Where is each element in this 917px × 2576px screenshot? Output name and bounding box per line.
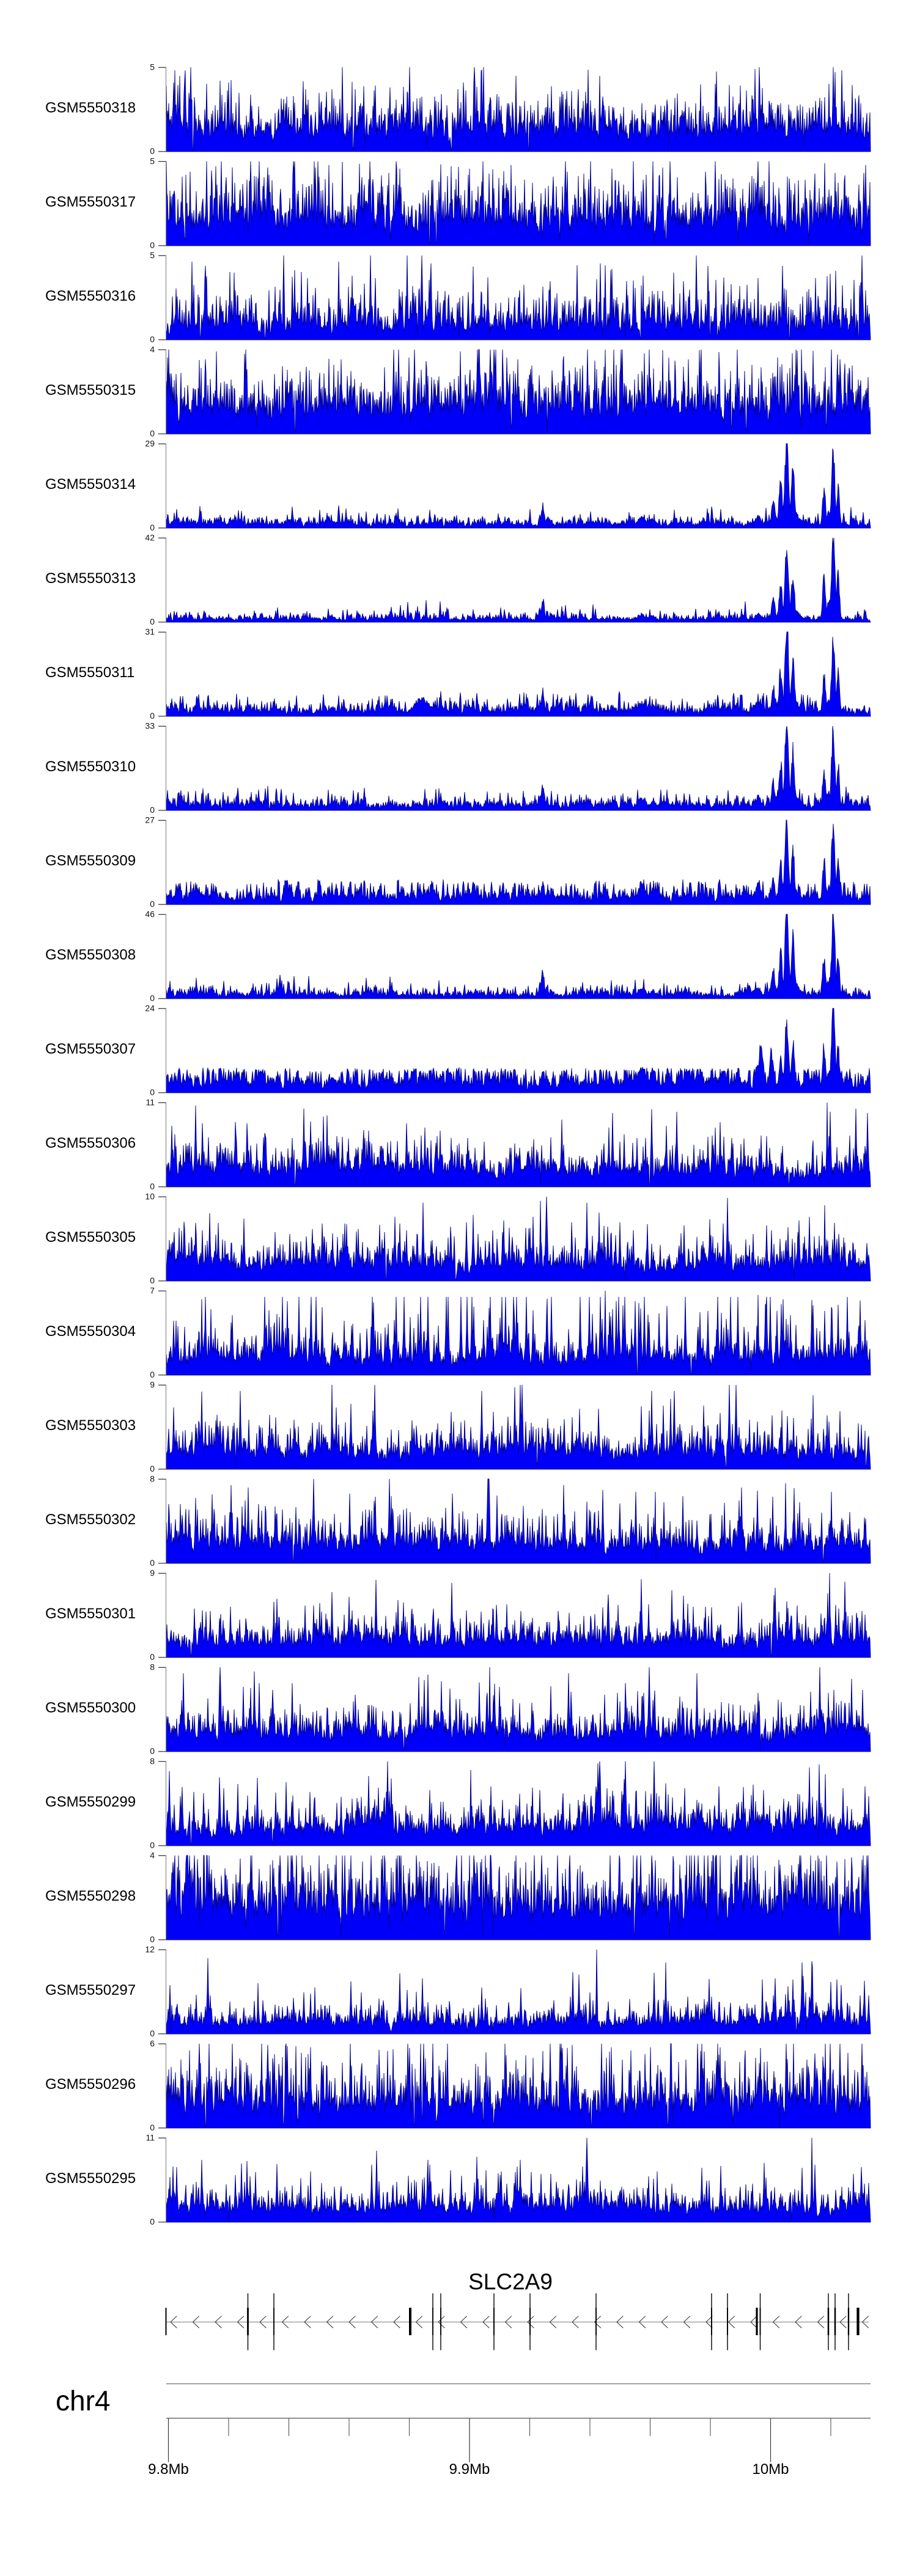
svg-text:0: 0 (150, 1275, 155, 1285)
svg-text:0: 0 (150, 805, 155, 815)
svg-text:0: 0 (150, 1370, 155, 1379)
svg-text:0: 0 (150, 993, 155, 1003)
svg-text:0: 0 (150, 1464, 155, 1473)
svg-text:46: 46 (145, 909, 155, 919)
svg-text:0: 0 (150, 899, 155, 909)
svg-text:8: 8 (150, 1756, 155, 1766)
svg-text:GSM5550298: GSM5550298 (45, 1888, 136, 1904)
svg-text:GSM5550316: GSM5550316 (45, 288, 136, 304)
svg-text:0: 0 (150, 334, 155, 344)
svg-text:10: 10 (145, 1191, 155, 1201)
svg-text:5: 5 (150, 62, 155, 72)
svg-text:0: 0 (150, 2028, 155, 2038)
svg-text:GSM5550303: GSM5550303 (45, 1417, 136, 1434)
svg-text:8: 8 (150, 1662, 155, 1671)
svg-text:GSM5550308: GSM5550308 (45, 947, 136, 963)
svg-text:0: 0 (150, 428, 155, 438)
svg-text:31: 31 (145, 626, 155, 636)
svg-text:0: 0 (150, 1746, 155, 1756)
svg-text:9: 9 (150, 1379, 155, 1389)
svg-text:SLC2A9: SLC2A9 (468, 2269, 553, 2294)
svg-text:GSM5550311: GSM5550311 (45, 664, 134, 681)
svg-text:6: 6 (150, 2038, 155, 2048)
svg-text:0: 0 (150, 2217, 155, 2226)
svg-text:0: 0 (150, 1934, 155, 1944)
svg-text:GSM5550314: GSM5550314 (45, 476, 136, 493)
svg-text:27: 27 (145, 815, 155, 824)
svg-text:0: 0 (150, 1087, 155, 1097)
svg-text:9: 9 (150, 1568, 155, 1577)
svg-text:GSM5550301: GSM5550301 (45, 1605, 136, 1622)
svg-text:chr4: chr4 (56, 2385, 110, 2416)
svg-text:9.9Mb: 9.9Mb (449, 2461, 490, 2478)
svg-text:0: 0 (150, 2123, 155, 2132)
svg-text:GSM5550315: GSM5550315 (45, 382, 136, 398)
svg-text:0: 0 (150, 523, 155, 532)
svg-text:GSM5550317: GSM5550317 (45, 194, 136, 210)
svg-text:7: 7 (150, 1285, 155, 1295)
svg-text:GSM5550306: GSM5550306 (45, 1135, 136, 1151)
svg-text:4: 4 (150, 344, 155, 354)
svg-text:12: 12 (145, 1944, 155, 1954)
svg-text:9.8Mb: 9.8Mb (148, 2461, 189, 2478)
svg-text:11: 11 (145, 2132, 155, 2142)
svg-text:GSM5550307: GSM5550307 (45, 1041, 136, 1057)
svg-text:GSM5550304: GSM5550304 (45, 1323, 136, 1340)
svg-text:5: 5 (150, 156, 155, 166)
svg-text:42: 42 (145, 532, 155, 542)
svg-text:GSM5550318: GSM5550318 (45, 100, 136, 116)
svg-text:GSM5550310: GSM5550310 (45, 758, 136, 775)
svg-text:GSM5550296: GSM5550296 (45, 2076, 136, 2093)
svg-text:GSM5550302: GSM5550302 (45, 1511, 136, 1528)
svg-text:GSM5550297: GSM5550297 (45, 1982, 136, 1998)
svg-text:GSM5550305: GSM5550305 (45, 1229, 136, 1246)
svg-text:GSM5550309: GSM5550309 (45, 853, 136, 869)
svg-text:29: 29 (145, 438, 155, 448)
svg-text:5: 5 (150, 250, 155, 260)
svg-text:8: 8 (150, 1473, 155, 1483)
svg-text:33: 33 (145, 721, 155, 730)
svg-text:0: 0 (150, 1181, 155, 1191)
svg-text:0: 0 (150, 240, 155, 250)
svg-text:0: 0 (150, 1558, 155, 1568)
svg-text:GSM5550299: GSM5550299 (45, 1794, 136, 1810)
svg-text:11: 11 (145, 1097, 155, 1107)
svg-text:0: 0 (150, 146, 155, 156)
svg-text:4: 4 (150, 1850, 155, 1860)
svg-text:24: 24 (145, 1003, 155, 1013)
svg-text:GSM5550313: GSM5550313 (45, 570, 136, 587)
svg-text:GSM5550295: GSM5550295 (45, 2170, 136, 2187)
svg-text:GSM5550300: GSM5550300 (45, 1700, 136, 1716)
svg-text:10Mb: 10Mb (752, 2461, 789, 2478)
svg-text:0: 0 (150, 617, 155, 626)
svg-text:0: 0 (150, 1652, 155, 1662)
svg-text:0: 0 (150, 1840, 155, 1850)
svg-text:0: 0 (150, 711, 155, 721)
